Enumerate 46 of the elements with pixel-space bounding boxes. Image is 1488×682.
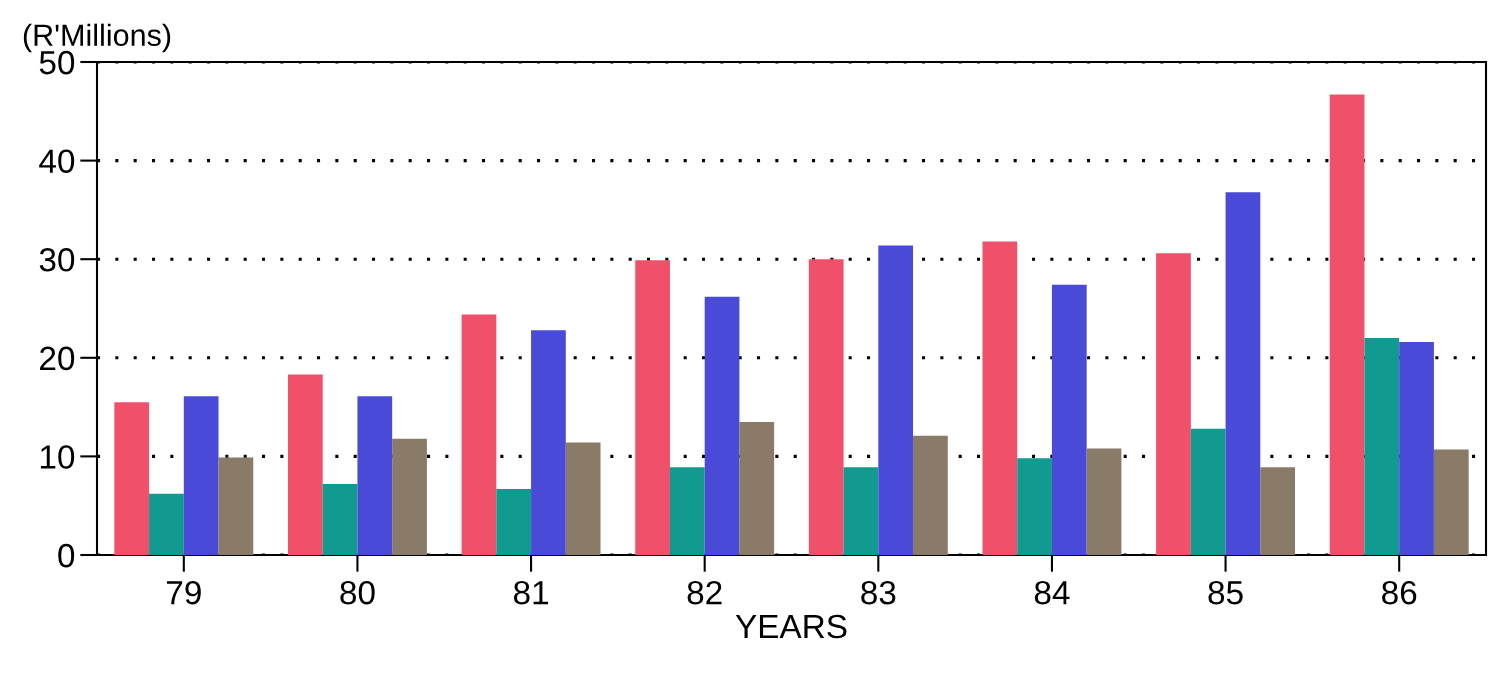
- bar: [496, 488, 532, 555]
- bar: [218, 457, 254, 555]
- x-tick-label: 83: [861, 580, 896, 605]
- y-tick-label: 30: [39, 248, 75, 272]
- bar: [1051, 284, 1087, 555]
- y-tick-label: 10: [40, 445, 75, 469]
- bar: [183, 396, 219, 555]
- x-tick-label: 86: [1382, 580, 1417, 605]
- bar: [1225, 192, 1261, 555]
- bar: [843, 467, 879, 555]
- bar: [357, 396, 393, 555]
- x-tick-label: 81: [513, 580, 548, 605]
- bar: [392, 438, 427, 555]
- bar: [322, 484, 358, 555]
- bar: [1086, 448, 1122, 555]
- y-tick-label: 0: [58, 543, 75, 568]
- bar: [808, 259, 844, 555]
- y-tick-label: 40: [39, 149, 75, 174]
- bar: [149, 493, 184, 555]
- bar: [878, 245, 914, 555]
- bar: [1329, 94, 1365, 555]
- bar: [1017, 458, 1052, 555]
- bar: [1260, 467, 1296, 555]
- bar: [114, 402, 150, 555]
- x-tick-label: 84: [1034, 580, 1070, 605]
- bar: [461, 314, 497, 555]
- bar: [565, 442, 601, 555]
- bar: [287, 374, 323, 555]
- bar: [531, 330, 566, 555]
- y-tick-label: 20: [40, 346, 75, 371]
- bar: [1433, 449, 1469, 555]
- x-tick-label: 79: [166, 580, 201, 605]
- bar: [1190, 428, 1226, 555]
- x-axis-title: YEARS: [735, 614, 847, 639]
- bar: [739, 421, 775, 555]
- bar: [1364, 338, 1400, 555]
- bar: [635, 260, 670, 555]
- bar: [913, 435, 948, 555]
- bar: [982, 241, 1018, 555]
- bar: [1156, 253, 1191, 555]
- x-tick-label: 85: [1208, 580, 1243, 605]
- x-tick-label: 82: [687, 580, 722, 605]
- x-tick-label: 80: [340, 580, 375, 605]
- bar: [669, 467, 705, 555]
- bar: [704, 296, 740, 555]
- bar: [1399, 342, 1434, 555]
